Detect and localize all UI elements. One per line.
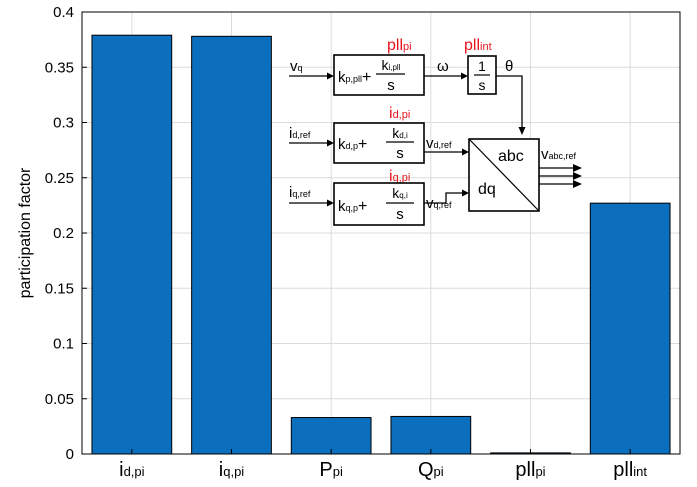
omega-label: ω <box>437 58 449 75</box>
d-den: s <box>396 145 404 162</box>
y-tick-label: 0.1 <box>53 336 74 353</box>
y-tick-label: 0.2 <box>53 225 74 242</box>
y-tick-label: 0.15 <box>45 280 74 297</box>
bar <box>192 36 272 454</box>
bar <box>590 203 670 454</box>
bar <box>92 35 172 454</box>
y-tick-label: 0.35 <box>45 59 74 76</box>
y-tick-label: 0 <box>66 446 74 463</box>
y-tick-label: 0.3 <box>53 115 74 132</box>
q-den: s <box>396 206 404 223</box>
integrator-num: 1 <box>478 58 486 74</box>
integrator-den: s <box>479 77 486 93</box>
bar <box>391 416 471 454</box>
y-tick-label: 0.4 <box>53 4 74 21</box>
dq-label: dq <box>478 181 496 198</box>
pll-den: s <box>387 77 395 94</box>
y-axis-label: participation factor <box>17 167 34 298</box>
y-tick-label: 0.05 <box>45 391 74 408</box>
bar <box>291 418 371 454</box>
y-tick-label: 0.25 <box>45 170 74 187</box>
theta-label: θ <box>505 58 513 75</box>
abc-label: abc <box>498 148 524 165</box>
